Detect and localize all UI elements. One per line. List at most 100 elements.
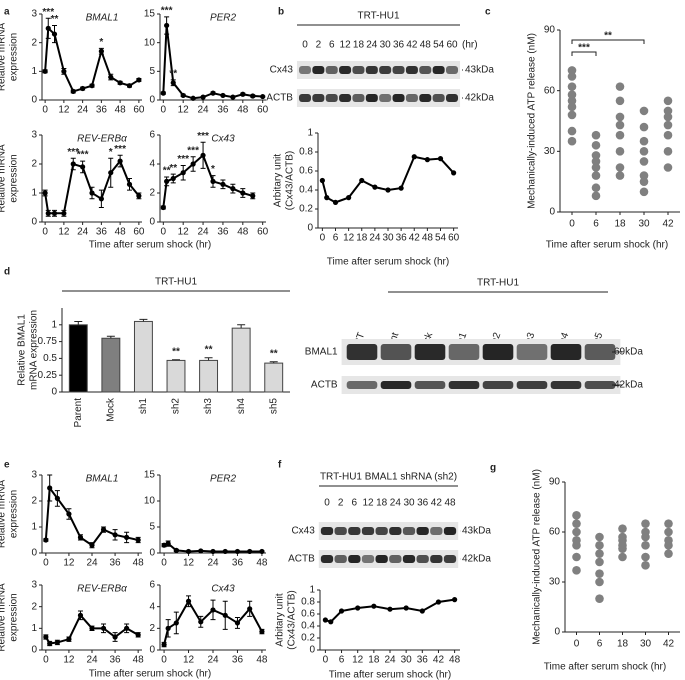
data-point — [641, 541, 650, 550]
y-tick-label: 10 — [144, 496, 156, 507]
x-tick-label: Mock — [105, 397, 116, 422]
x-tick-label: 48 — [133, 558, 145, 569]
x-tick-label: 12 — [63, 558, 75, 569]
x-tick-label: 0 — [43, 558, 49, 569]
y-axis-label: Relative mRNA — [0, 23, 8, 92]
x-tick-label: 12 — [58, 105, 70, 116]
lane-label: 24 — [366, 40, 378, 51]
data-point — [359, 177, 365, 184]
data-point — [45, 210, 51, 216]
error-bar — [106, 335, 115, 339]
data-point — [200, 152, 206, 158]
x-tick-label: 18 — [368, 655, 380, 666]
panel-label: b — [278, 7, 284, 18]
data-point — [639, 122, 649, 132]
y-tick-label: 0 — [149, 645, 155, 656]
blot-band — [389, 527, 402, 535]
significance: *** — [77, 150, 89, 161]
data-point — [47, 640, 53, 647]
x-tick-label: 12 — [178, 227, 190, 238]
data-point — [161, 641, 167, 648]
data-point — [615, 147, 625, 156]
significance: *** — [42, 7, 54, 18]
x-tick-label: 36 — [110, 655, 122, 666]
y-axis-label: mRNA expression — [29, 310, 40, 390]
lane-label: 36 — [417, 498, 429, 509]
blot-band — [482, 381, 514, 389]
data-point — [567, 126, 577, 136]
x-tick-label: 36 — [96, 105, 108, 116]
significance: ** — [163, 166, 171, 177]
x-axis-label: Time after serum shock (hr) — [544, 662, 666, 673]
lane-label: 2 — [316, 40, 322, 51]
blot-band — [312, 94, 325, 102]
lane-label: 2 — [338, 498, 344, 509]
data-point — [165, 541, 171, 547]
blot-strip — [318, 550, 459, 568]
data-point — [222, 548, 228, 555]
x-tick-label: 36 — [232, 655, 244, 666]
data-point — [591, 130, 601, 140]
data-point — [324, 195, 330, 201]
data-point — [260, 93, 266, 100]
data-point — [77, 612, 84, 618]
blot-row-label: ACTB — [311, 380, 338, 391]
x-tick-label: 36 — [217, 105, 229, 116]
y-tick-label: 60 — [549, 527, 561, 538]
data-point — [639, 187, 649, 197]
blot-band — [416, 527, 429, 535]
blot-strip — [296, 61, 461, 79]
data-point — [319, 177, 325, 184]
bar — [101, 337, 121, 393]
blot-band — [365, 94, 378, 102]
data-point — [126, 83, 133, 89]
blot-band — [445, 66, 459, 74]
data-point — [639, 157, 649, 166]
blot-header: TRT-HU1 BMAL1 shRNA (sh2) — [320, 472, 457, 483]
significance: ** — [172, 346, 180, 357]
subplot-title: REV-ERBα — [77, 584, 127, 595]
x-tick-label: 48 — [237, 105, 249, 116]
x-tick-label: 60 — [133, 105, 145, 116]
y-tick-label: 2 — [149, 623, 155, 634]
x-tick-label: 24 — [369, 233, 381, 244]
y-axis-label: Arbitary unit — [273, 154, 284, 208]
data-point — [322, 617, 328, 623]
y-tick-label: 2 — [149, 188, 155, 199]
data-point — [452, 597, 458, 603]
data-point — [112, 634, 118, 640]
data-point — [615, 96, 625, 106]
x-tick-label: 0 — [323, 655, 329, 666]
data-point — [210, 607, 216, 613]
data-point — [595, 549, 604, 558]
y-tick-label: 6 — [149, 130, 155, 141]
data-point — [180, 92, 186, 99]
y-tick-label: 3 — [31, 9, 37, 20]
data-point — [247, 548, 253, 555]
blot-band — [419, 66, 432, 74]
blot-band — [443, 527, 457, 535]
data-point — [112, 532, 118, 538]
x-tick-label: 36 — [110, 558, 122, 569]
x-tick-label: sh5 — [268, 398, 279, 415]
x-tick-label: 12 — [183, 655, 195, 666]
data-point — [77, 534, 84, 541]
x-tick-label: 60 — [257, 227, 269, 238]
x-tick-label: 0 — [320, 233, 326, 244]
data-point — [47, 485, 53, 491]
data-point — [663, 112, 673, 122]
subplot-title: PER2 — [210, 13, 237, 24]
blot-size-label: 42kDa — [462, 554, 491, 565]
blot-band — [419, 94, 432, 102]
y-tick-label: 3 — [31, 130, 37, 141]
data-point — [595, 557, 604, 567]
y-tick-label: 0.6 — [301, 609, 315, 620]
data-point — [98, 196, 104, 202]
x-tick-label: 30 — [638, 219, 650, 230]
data-point — [615, 82, 625, 91]
blot-band — [550, 381, 582, 389]
y-tick-label: 0 — [554, 627, 560, 638]
y-tick-label: 5 — [149, 66, 155, 77]
y-tick-label: 0 — [51, 387, 57, 398]
data-point — [403, 605, 409, 611]
